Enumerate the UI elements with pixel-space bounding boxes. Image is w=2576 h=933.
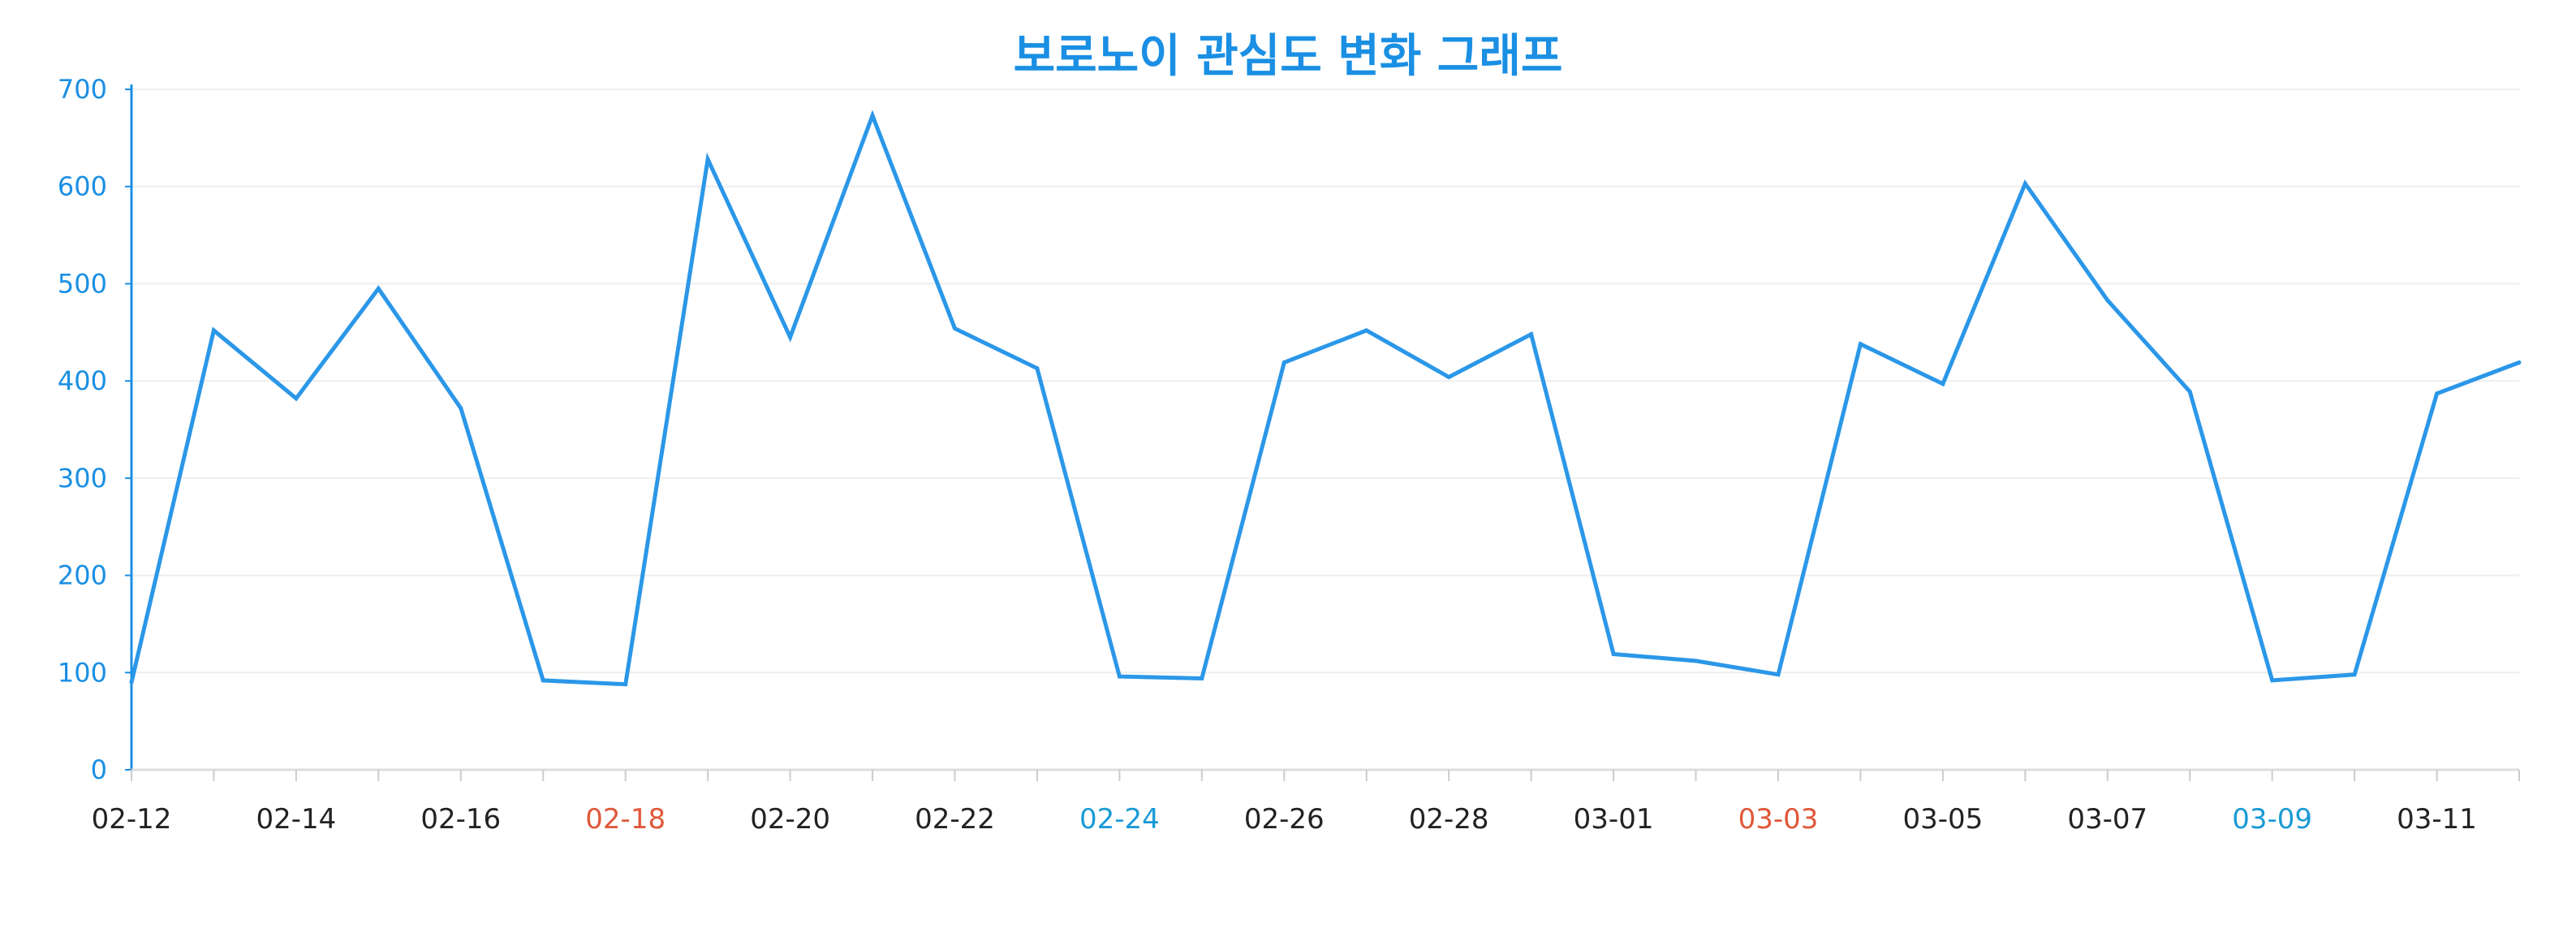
x-tick-label: 02-12 xyxy=(92,803,172,836)
data-point xyxy=(1035,366,1040,371)
data-point xyxy=(788,335,793,339)
data-point xyxy=(1200,676,1204,680)
y-tick-label: 300 xyxy=(58,463,107,494)
data-point xyxy=(1364,328,1369,333)
data-point xyxy=(2352,672,2357,677)
x-tick-label: 03-09 xyxy=(2232,803,2312,836)
y-tick-label: 0 xyxy=(91,754,107,785)
series-line xyxy=(129,110,2520,687)
y-tick-label: 100 xyxy=(58,657,107,688)
y-tick-label: 400 xyxy=(58,365,107,396)
data-point xyxy=(294,396,299,401)
x-tick-label: 02-16 xyxy=(420,803,501,836)
data-point xyxy=(1529,332,1534,337)
data-point xyxy=(2105,298,2110,303)
x-tick-label: 02-18 xyxy=(585,803,666,836)
data-point xyxy=(1282,360,1286,365)
data-point xyxy=(459,406,463,411)
data-point xyxy=(2270,678,2275,683)
data-point xyxy=(2022,181,2027,186)
data-point xyxy=(1446,374,1451,379)
data-point xyxy=(376,286,381,291)
data-point xyxy=(2187,389,2192,394)
data-point xyxy=(1776,672,1781,677)
data-point xyxy=(870,113,875,118)
data-point xyxy=(2435,391,2440,396)
data-point xyxy=(952,326,957,330)
y-tick-label: 700 xyxy=(58,74,107,105)
data-point xyxy=(541,678,545,683)
x-tick-label: 03-03 xyxy=(1738,803,1819,836)
data-point xyxy=(1858,342,1863,347)
data-point xyxy=(1117,674,1122,679)
y-tick-label: 600 xyxy=(58,171,107,202)
x-tick-label: 02-20 xyxy=(750,803,830,836)
x-tick-label: 03-07 xyxy=(2067,803,2147,836)
x-tick-label: 02-28 xyxy=(1409,803,1489,836)
data-point xyxy=(129,680,134,685)
x-tick-label: 02-26 xyxy=(1244,803,1325,836)
data-point xyxy=(623,682,628,687)
x-tick-label: 02-22 xyxy=(915,803,995,836)
data-point xyxy=(1941,382,1945,387)
x-tick-label: 02-24 xyxy=(1079,803,1160,836)
data-point xyxy=(2517,360,2522,365)
chart-title: 보로노이 관심도 변화 그래프 xyxy=(1013,30,1563,83)
x-tick-label: 03-05 xyxy=(1902,803,1983,836)
x-tick-label: 02-14 xyxy=(256,803,336,836)
y-tick-label: 200 xyxy=(58,560,107,591)
data-point xyxy=(1611,652,1616,657)
data-point xyxy=(211,328,216,333)
grid-lines xyxy=(131,89,2519,674)
x-tick-label: 03-01 xyxy=(1574,803,1654,836)
tick-labels: 0 100 200 300 400 500 600 700 02-12 02-14 02-16 02-… xyxy=(58,74,2477,836)
axes xyxy=(125,84,2520,781)
data-point xyxy=(1694,659,1699,663)
y-tick-label: 500 xyxy=(58,268,107,299)
x-tick-label: 03-11 xyxy=(2397,803,2477,836)
data-point xyxy=(705,157,710,162)
series-layer xyxy=(129,110,2522,687)
